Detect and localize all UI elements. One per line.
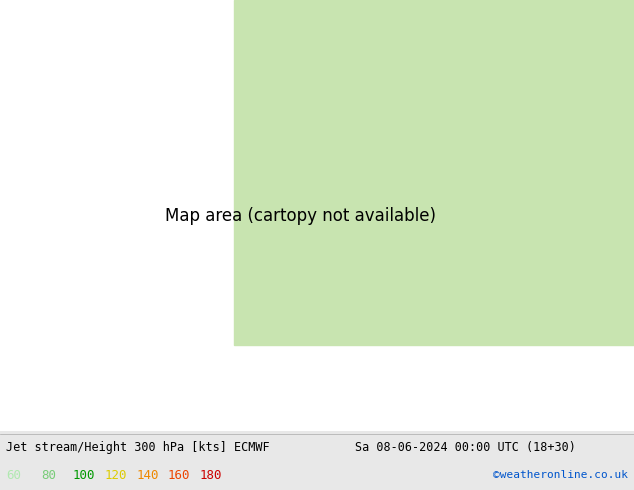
Text: 180: 180 <box>200 469 222 482</box>
Text: 60: 60 <box>6 469 22 482</box>
Text: 140: 140 <box>136 469 158 482</box>
Text: ©weatheronline.co.uk: ©weatheronline.co.uk <box>493 470 628 480</box>
Text: 120: 120 <box>105 469 127 482</box>
Text: Jet stream/Height 300 hPa [kts] ECMWF: Jet stream/Height 300 hPa [kts] ECMWF <box>6 441 270 454</box>
Text: 160: 160 <box>168 469 190 482</box>
Text: 80: 80 <box>41 469 56 482</box>
Text: Map area (cartopy not available): Map area (cartopy not available) <box>165 207 436 224</box>
Text: 100: 100 <box>73 469 95 482</box>
Text: Sa 08-06-2024 00:00 UTC (18+30): Sa 08-06-2024 00:00 UTC (18+30) <box>355 441 576 454</box>
Bar <box>233 0 634 345</box>
